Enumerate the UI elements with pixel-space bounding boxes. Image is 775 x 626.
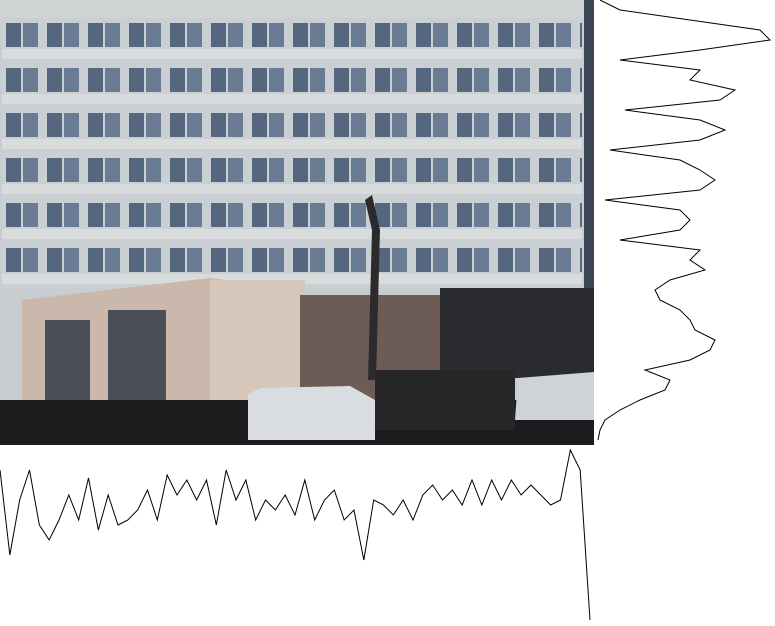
low-building-window — [45, 320, 90, 405]
window-grid — [2, 18, 582, 288]
truck — [515, 372, 594, 420]
dark-building — [440, 288, 594, 378]
column-profile — [0, 448, 591, 621]
photo — [0, 0, 594, 445]
tree — [365, 195, 380, 380]
sky — [0, 0, 594, 20]
building-edge — [584, 0, 594, 300]
dark-vehicle — [375, 370, 515, 430]
van — [248, 386, 375, 440]
low-building-window — [108, 310, 166, 405]
row-profile — [597, 0, 772, 441]
